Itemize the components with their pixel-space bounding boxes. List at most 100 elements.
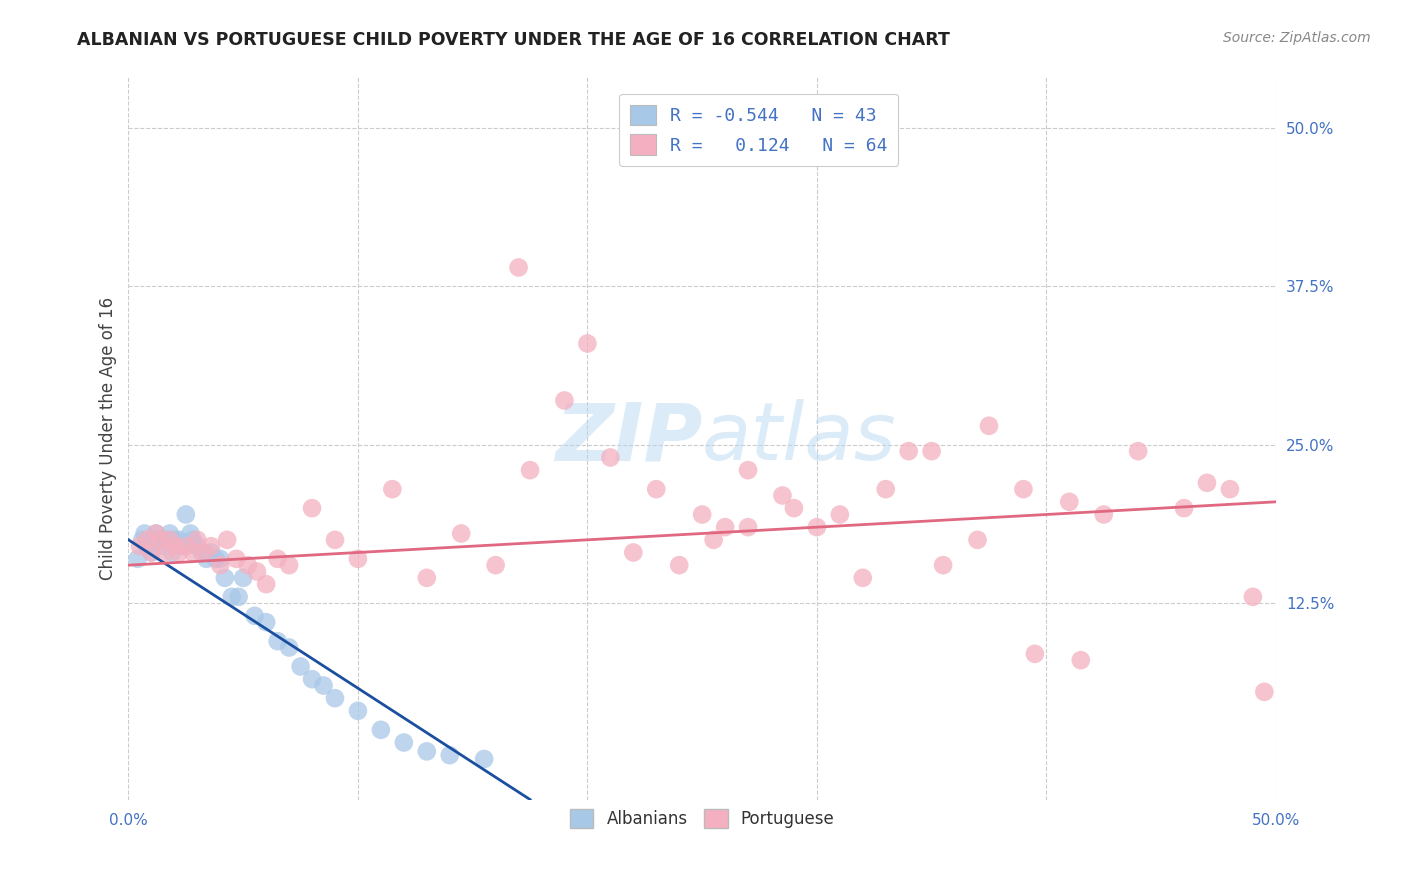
Point [806,520,828,534]
Point [160,545,183,559]
Point [690,508,713,522]
Point [1253,685,1275,699]
Point [977,418,1000,433]
Point [153,533,176,547]
Point [149,533,172,547]
Point [217,533,239,547]
Point [278,558,301,573]
Point [228,590,250,604]
Point [152,533,174,547]
Point [131,533,153,547]
Point [347,704,370,718]
Point [127,551,149,566]
Point [370,723,392,737]
Point [921,444,943,458]
Point [875,482,897,496]
Point [193,545,215,559]
Point [450,526,472,541]
Point [1173,501,1195,516]
Point [1070,653,1092,667]
Point [204,551,226,566]
Point [135,539,157,553]
Point [209,558,232,573]
Point [301,501,323,516]
Point [472,752,495,766]
Point [129,539,152,553]
Point [138,533,160,547]
Point [159,533,181,547]
Point [323,691,346,706]
Point [599,450,621,465]
Point [214,571,236,585]
Text: ZIP: ZIP [555,400,702,477]
Point [312,679,335,693]
Point [290,659,312,673]
Point [159,526,181,541]
Point [236,558,259,573]
Point [966,533,988,547]
Point [141,545,163,559]
Point [416,571,439,585]
Point [347,551,370,566]
Point [508,260,530,275]
Point [145,526,167,541]
Point [278,640,301,655]
Point [200,545,222,559]
Point [645,482,668,496]
Point [392,735,415,749]
Point [200,539,222,553]
Point [191,545,214,559]
Point [301,672,323,686]
Point [186,539,208,553]
Point [576,336,599,351]
Text: Source: ZipAtlas.com: Source: ZipAtlas.com [1223,31,1371,45]
Point [221,590,243,604]
Point [932,558,955,573]
Point [225,551,247,566]
Point [714,520,737,534]
Y-axis label: Child Poverty Under the Age of 16: Child Poverty Under the Age of 16 [100,297,117,580]
Point [243,608,266,623]
Point [266,634,288,648]
Point [485,558,508,573]
Text: ALBANIAN VS PORTUGUESE CHILD POVERTY UNDER THE AGE OF 16 CORRELATION CHART: ALBANIAN VS PORTUGUESE CHILD POVERTY UND… [77,31,950,49]
Point [1241,590,1264,604]
Point [703,533,725,547]
Point [232,571,254,585]
Point [621,545,644,559]
Point [266,551,288,566]
Point [737,520,759,534]
Point [141,545,163,559]
Point [772,488,794,502]
Point [145,526,167,541]
Point [186,533,208,547]
Point [181,533,204,547]
Point [1012,482,1035,496]
Point [1059,495,1081,509]
Point [163,539,186,553]
Point [1128,444,1150,458]
Point [148,539,170,553]
Point [897,444,920,458]
Point [209,551,232,566]
Point [783,501,806,516]
Point [135,533,157,547]
Point [828,508,851,522]
Point [1195,475,1218,490]
Point [167,545,190,559]
Point [163,533,186,547]
Point [381,482,404,496]
Point [668,558,690,573]
Point [737,463,759,477]
Point [153,545,176,559]
Point [439,748,461,763]
Point [254,577,277,591]
Point [1219,482,1241,496]
Point [174,539,197,553]
Point [553,393,575,408]
Point [173,539,195,553]
Point [1024,647,1046,661]
Point [254,615,277,629]
Point [179,526,201,541]
Point [181,545,204,559]
